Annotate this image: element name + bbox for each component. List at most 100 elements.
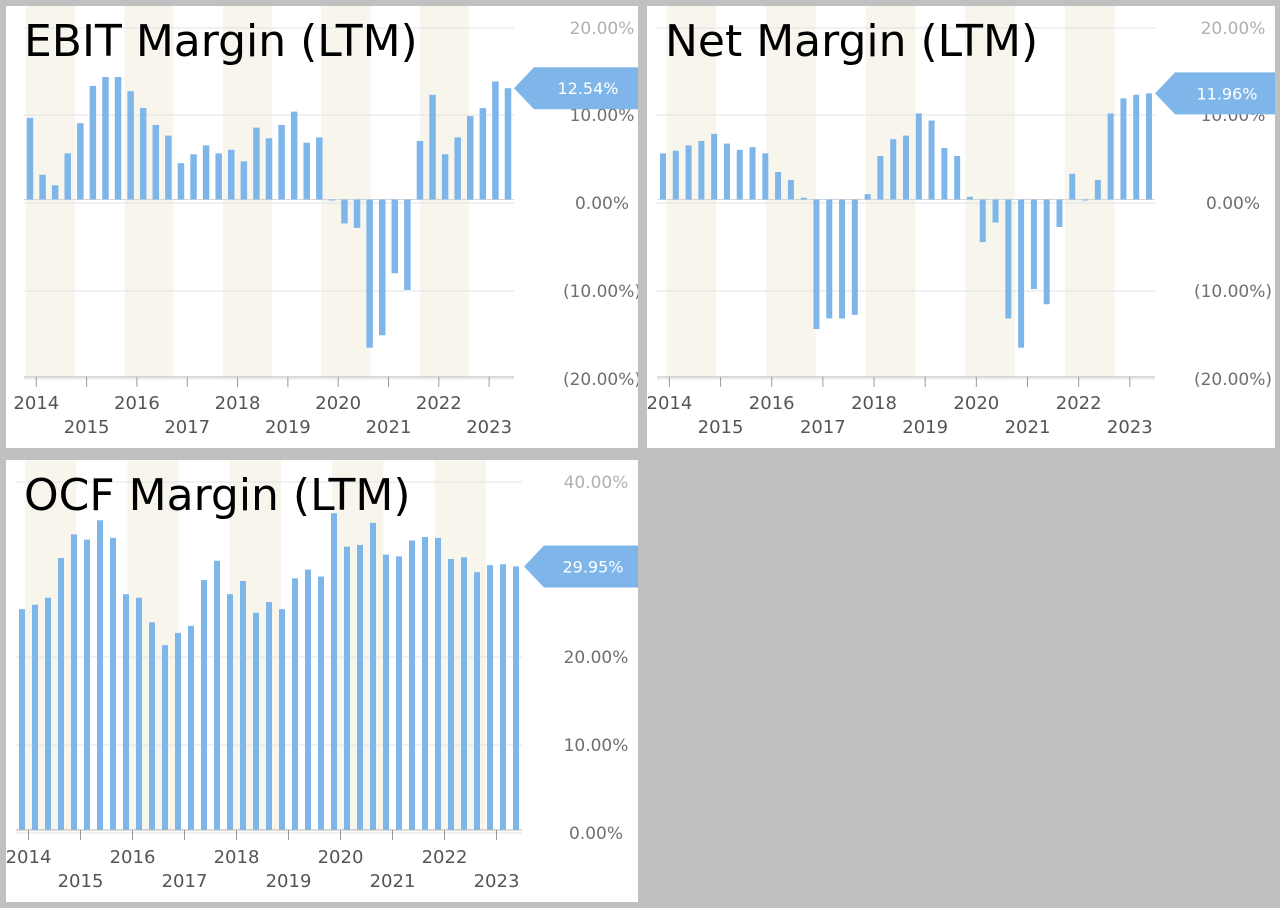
bar <box>26 117 34 200</box>
bar <box>454 137 461 200</box>
bar <box>357 544 363 830</box>
y-tick-label: 0.00% <box>569 824 623 844</box>
bar <box>240 580 246 830</box>
bar <box>228 149 235 200</box>
bar <box>378 199 386 336</box>
bar <box>1146 93 1152 200</box>
bar <box>800 197 807 200</box>
y-tick-label: 10.00% <box>570 106 635 126</box>
ocf-margin-panel: 2014 2016 2018 2020 2022 2015 2017 2019 2021 2023… <box>6 460 638 902</box>
bar <box>227 594 233 830</box>
net-margin-title: Net Margin (LTM) <box>665 16 1039 67</box>
y-tick-label: 20.00% <box>564 648 629 668</box>
bar <box>344 546 350 830</box>
last-value-flag <box>514 67 638 110</box>
bar <box>504 88 512 200</box>
y-tick-label: 0.00% <box>575 194 629 214</box>
y-tick-label: (20.00%) <box>1194 370 1272 390</box>
bar <box>954 156 961 200</box>
y-tick-label: (10.00%) <box>1194 282 1272 302</box>
x-tick-label: 2017 <box>800 417 846 438</box>
x-tick-label: 2015 <box>698 417 744 438</box>
bar <box>190 154 197 200</box>
bar <box>318 576 324 830</box>
bar <box>723 143 730 200</box>
bar <box>139 108 147 200</box>
bar <box>265 138 273 200</box>
bar <box>396 556 402 830</box>
bar <box>84 539 90 830</box>
x-tick-label: 2016 <box>749 393 795 414</box>
x-tick-label: 2020 <box>953 393 999 414</box>
x-tick-label: 2014 <box>6 847 51 868</box>
x-tick-label: 2021 <box>366 417 412 438</box>
last-value-label: 12.54% <box>557 79 618 98</box>
bar <box>51 185 59 200</box>
x-tick-label: 2020 <box>318 847 364 868</box>
bar <box>685 145 692 200</box>
bar <box>136 597 142 830</box>
bar <box>762 153 769 200</box>
bar <box>58 558 64 830</box>
bar <box>1094 179 1101 200</box>
bar <box>240 161 248 200</box>
bar <box>110 537 116 830</box>
gridlines <box>657 27 1155 380</box>
bar <box>660 153 666 200</box>
bar <box>979 199 986 243</box>
bar <box>77 123 84 200</box>
bar <box>474 572 480 830</box>
bar <box>214 560 220 830</box>
net-margin-panel: 2014 2016 2018 2020 2022 2015 2017 2019 2021 2023… <box>647 6 1275 448</box>
bar <box>292 578 298 830</box>
bar <box>370 522 376 830</box>
bar <box>1018 199 1025 348</box>
bar <box>253 127 260 200</box>
last-value-label: 11.96% <box>1196 84 1257 103</box>
x-tick-label: 2018 <box>214 847 260 868</box>
bars <box>19 513 519 830</box>
x-tick-label: 2022 <box>422 847 468 868</box>
x-tick-label: 2019 <box>265 417 311 438</box>
bar <box>467 116 474 200</box>
bar <box>1133 94 1140 200</box>
bar <box>966 196 973 200</box>
bar <box>1043 199 1050 305</box>
bar <box>331 513 337 830</box>
bar <box>461 557 467 830</box>
bar <box>672 150 679 200</box>
x-tick-label: 2017 <box>162 871 208 892</box>
bar <box>316 137 323 200</box>
x-tick-label: 2017 <box>164 417 210 438</box>
year-band <box>321 6 371 377</box>
ebit-margin-panel: 2014 2016 2018 2020 2022 2015 2017 2019 2021 2023… <box>6 6 638 448</box>
bar <box>416 140 424 200</box>
bar <box>19 609 25 830</box>
bar <box>492 81 499 200</box>
bar <box>290 111 298 200</box>
bar <box>422 536 428 830</box>
bar <box>826 199 833 319</box>
bar <box>864 194 871 200</box>
bar <box>513 566 519 830</box>
bar <box>1030 199 1037 290</box>
bar <box>1120 98 1127 200</box>
bar <box>749 147 756 200</box>
bar <box>391 199 399 274</box>
x-tick-label: 2016 <box>110 847 156 868</box>
x-tick-label: 2018 <box>215 393 261 414</box>
bar <box>149 622 155 830</box>
bar <box>441 154 449 200</box>
bar <box>303 142 310 200</box>
last-value-label: 29.95% <box>562 557 623 576</box>
x-tick-label: 2023 <box>1107 417 1153 438</box>
y-tick-label: 0.00% <box>1206 194 1260 214</box>
ebit-margin-chart: 2014 2016 2018 2020 2022 2015 2017 2019 2021 2023… <box>13 6 638 438</box>
x-tick-label: 2023 <box>466 417 512 438</box>
bar <box>1069 173 1076 200</box>
bar <box>903 135 909 200</box>
bar <box>97 520 103 830</box>
bar <box>71 534 77 830</box>
bar <box>215 153 222 200</box>
bar <box>165 135 172 200</box>
